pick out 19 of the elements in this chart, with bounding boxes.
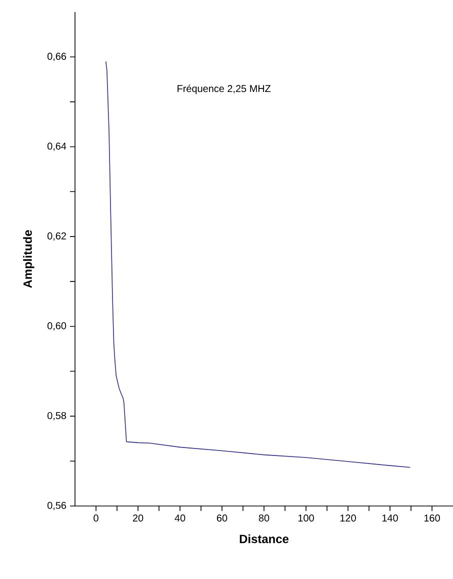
- y-tick-label: 0,66: [47, 52, 66, 62]
- y-tick-label: 0,62: [47, 232, 66, 241]
- x-tick-label: 0: [94, 514, 98, 522]
- x-tick-label: 120: [340, 514, 356, 522]
- x-tick-label: 140: [382, 514, 398, 522]
- y-tick-label: 0,58: [47, 412, 66, 420]
- x-tick-label: 80: [258, 514, 270, 522]
- x-tick-label: 160: [424, 514, 440, 522]
- y-axis-title: Amplitude: [23, 230, 34, 288]
- x-tick-label: 20: [132, 514, 144, 522]
- x-axis-title: Distance: [240, 534, 288, 544]
- line-series: [105, 60, 411, 468]
- x-tick-label: 100: [298, 514, 314, 522]
- y-tick-label: 0,60: [47, 322, 66, 330]
- y-tick-label: 0,64: [47, 142, 66, 151]
- x-tick-label: 40: [174, 514, 186, 522]
- x-tick-label: 60: [216, 514, 228, 522]
- y-tick-label: 0,56: [47, 502, 66, 510]
- annotation: Fréquence 2,25 MHZ: [178, 84, 271, 94]
